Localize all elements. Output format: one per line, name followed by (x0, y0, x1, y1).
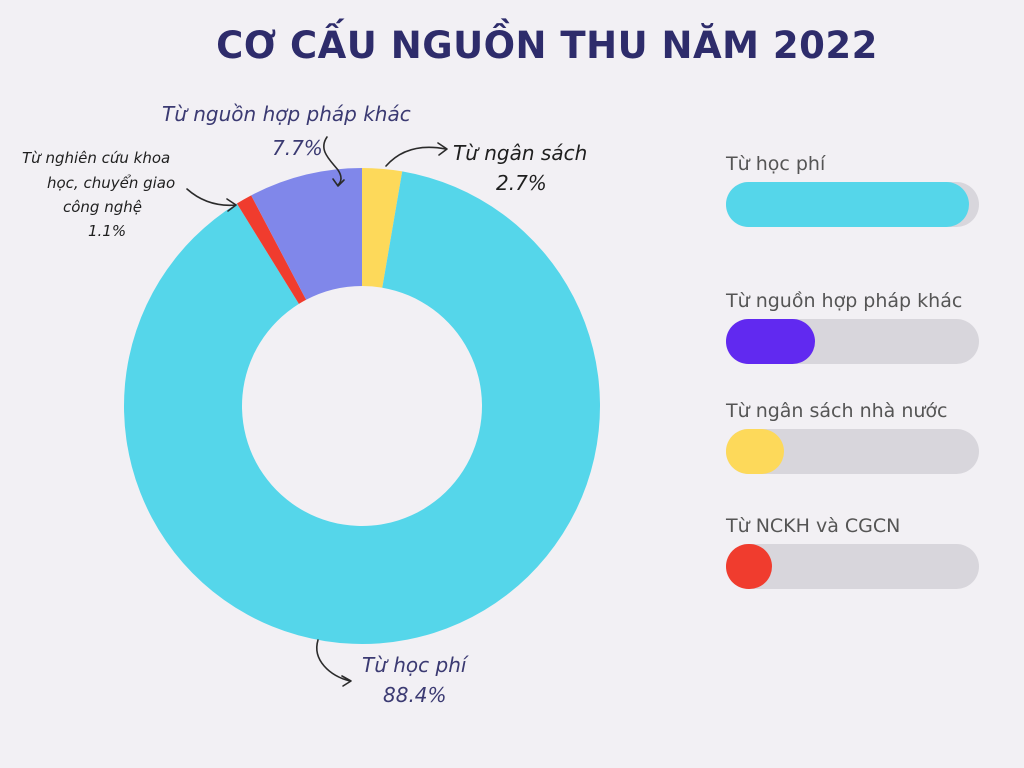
chart-title: CƠ CẤU NGUỒN THU NĂM 2022 (216, 24, 878, 67)
arrow-nckh (186, 188, 237, 212)
label-nckh-2: học, chuyển giao (47, 174, 175, 192)
label-hop-phap-pct: 7.7% (272, 136, 323, 160)
arrow-hop-phap (323, 136, 345, 187)
legend-bar-track (726, 182, 979, 227)
label-hop-phap: Từ nguồn hợp pháp khác (162, 102, 411, 126)
arrow-ngan-sach (385, 142, 448, 167)
legend-bar-fill (726, 544, 772, 589)
legend-label: Từ NCKH và CGCN (726, 515, 901, 537)
legend-bar-track (726, 429, 979, 474)
donut-slices (124, 168, 601, 645)
legend-label: Từ nguồn hợp pháp khác (726, 290, 963, 312)
legend-label: Từ ngân sách nhà nước (726, 400, 948, 422)
legend-bar-track (726, 319, 979, 364)
legend-bar-track (726, 544, 979, 589)
legend-bar-fill (726, 429, 785, 474)
label-ngan-sach-pct: 2.7% (496, 171, 547, 195)
legend-item: Từ NCKH và CGCN (726, 515, 981, 589)
legend-item: Từ ngân sách nhà nước (726, 400, 981, 474)
label-ngan-sach: Từ ngân sách (453, 141, 587, 165)
legend-bar-fill (726, 319, 815, 364)
slice-3 (251, 168, 362, 300)
legend-item: Từ nguồn hợp pháp khác (726, 290, 981, 364)
slice-0 (362, 168, 403, 288)
slice-2 (236, 195, 307, 304)
label-nckh-pct: 1.1% (88, 222, 126, 240)
legend-item: Từ học phí (726, 153, 981, 227)
arrow-hoc-phi (316, 639, 352, 687)
label-hoc-phi-pct: 88.4% (383, 683, 447, 707)
legend-bar-fill (726, 182, 969, 227)
label-nckh-1: Từ nghiên cứu khoa (22, 149, 170, 167)
slice-1 (124, 171, 601, 645)
legend-label: Từ học phí (726, 153, 826, 175)
label-hoc-phi: Từ học phí (362, 653, 469, 677)
label-nckh-3: công nghệ (63, 198, 142, 216)
